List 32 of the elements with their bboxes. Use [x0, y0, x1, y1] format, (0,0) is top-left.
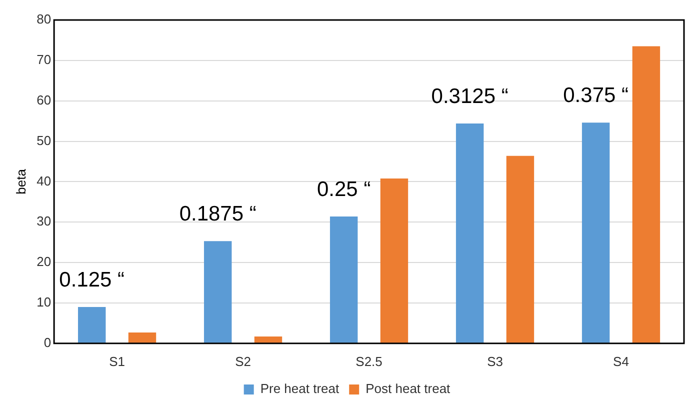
legend-label: Pre heat treat	[260, 381, 340, 396]
y-tick-label: 60	[36, 92, 52, 108]
annotation: 0.125 “	[59, 268, 125, 292]
bar	[254, 336, 282, 343]
annotation: 0.25 “	[316, 178, 371, 201]
bar	[330, 216, 358, 343]
bar	[506, 156, 534, 343]
y-tick-label: 20	[36, 254, 52, 270]
bar	[582, 122, 610, 343]
annotation: 0.3125 “	[431, 84, 508, 108]
y-tick-label: 50	[36, 132, 52, 148]
x-tick-label: S2	[235, 354, 251, 369]
bar	[78, 307, 106, 343]
bar	[204, 241, 232, 343]
y-tick-label: 10	[36, 294, 52, 310]
y-tick-label: 80	[36, 12, 52, 27]
bar	[632, 46, 660, 343]
y-tick-label: 30	[36, 214, 52, 229]
bar	[456, 123, 484, 343]
legend-label: Post heat treat	[366, 381, 451, 396]
x-tick-label: S1	[109, 354, 126, 369]
y-tick-label: 40	[36, 173, 52, 188]
x-tick-label: S4	[613, 354, 629, 369]
x-tick-label: S2.5	[356, 354, 382, 369]
bar	[128, 332, 156, 343]
y-tick-label: 70	[36, 52, 52, 68]
y-axis-title: beta	[13, 168, 28, 194]
bar	[380, 178, 408, 343]
y-tick-label: 0	[44, 334, 52, 350]
annotation: 0.375 “	[563, 84, 629, 107]
annotation: 0.1875 “	[179, 202, 256, 226]
x-tick-label: S3	[487, 354, 503, 369]
